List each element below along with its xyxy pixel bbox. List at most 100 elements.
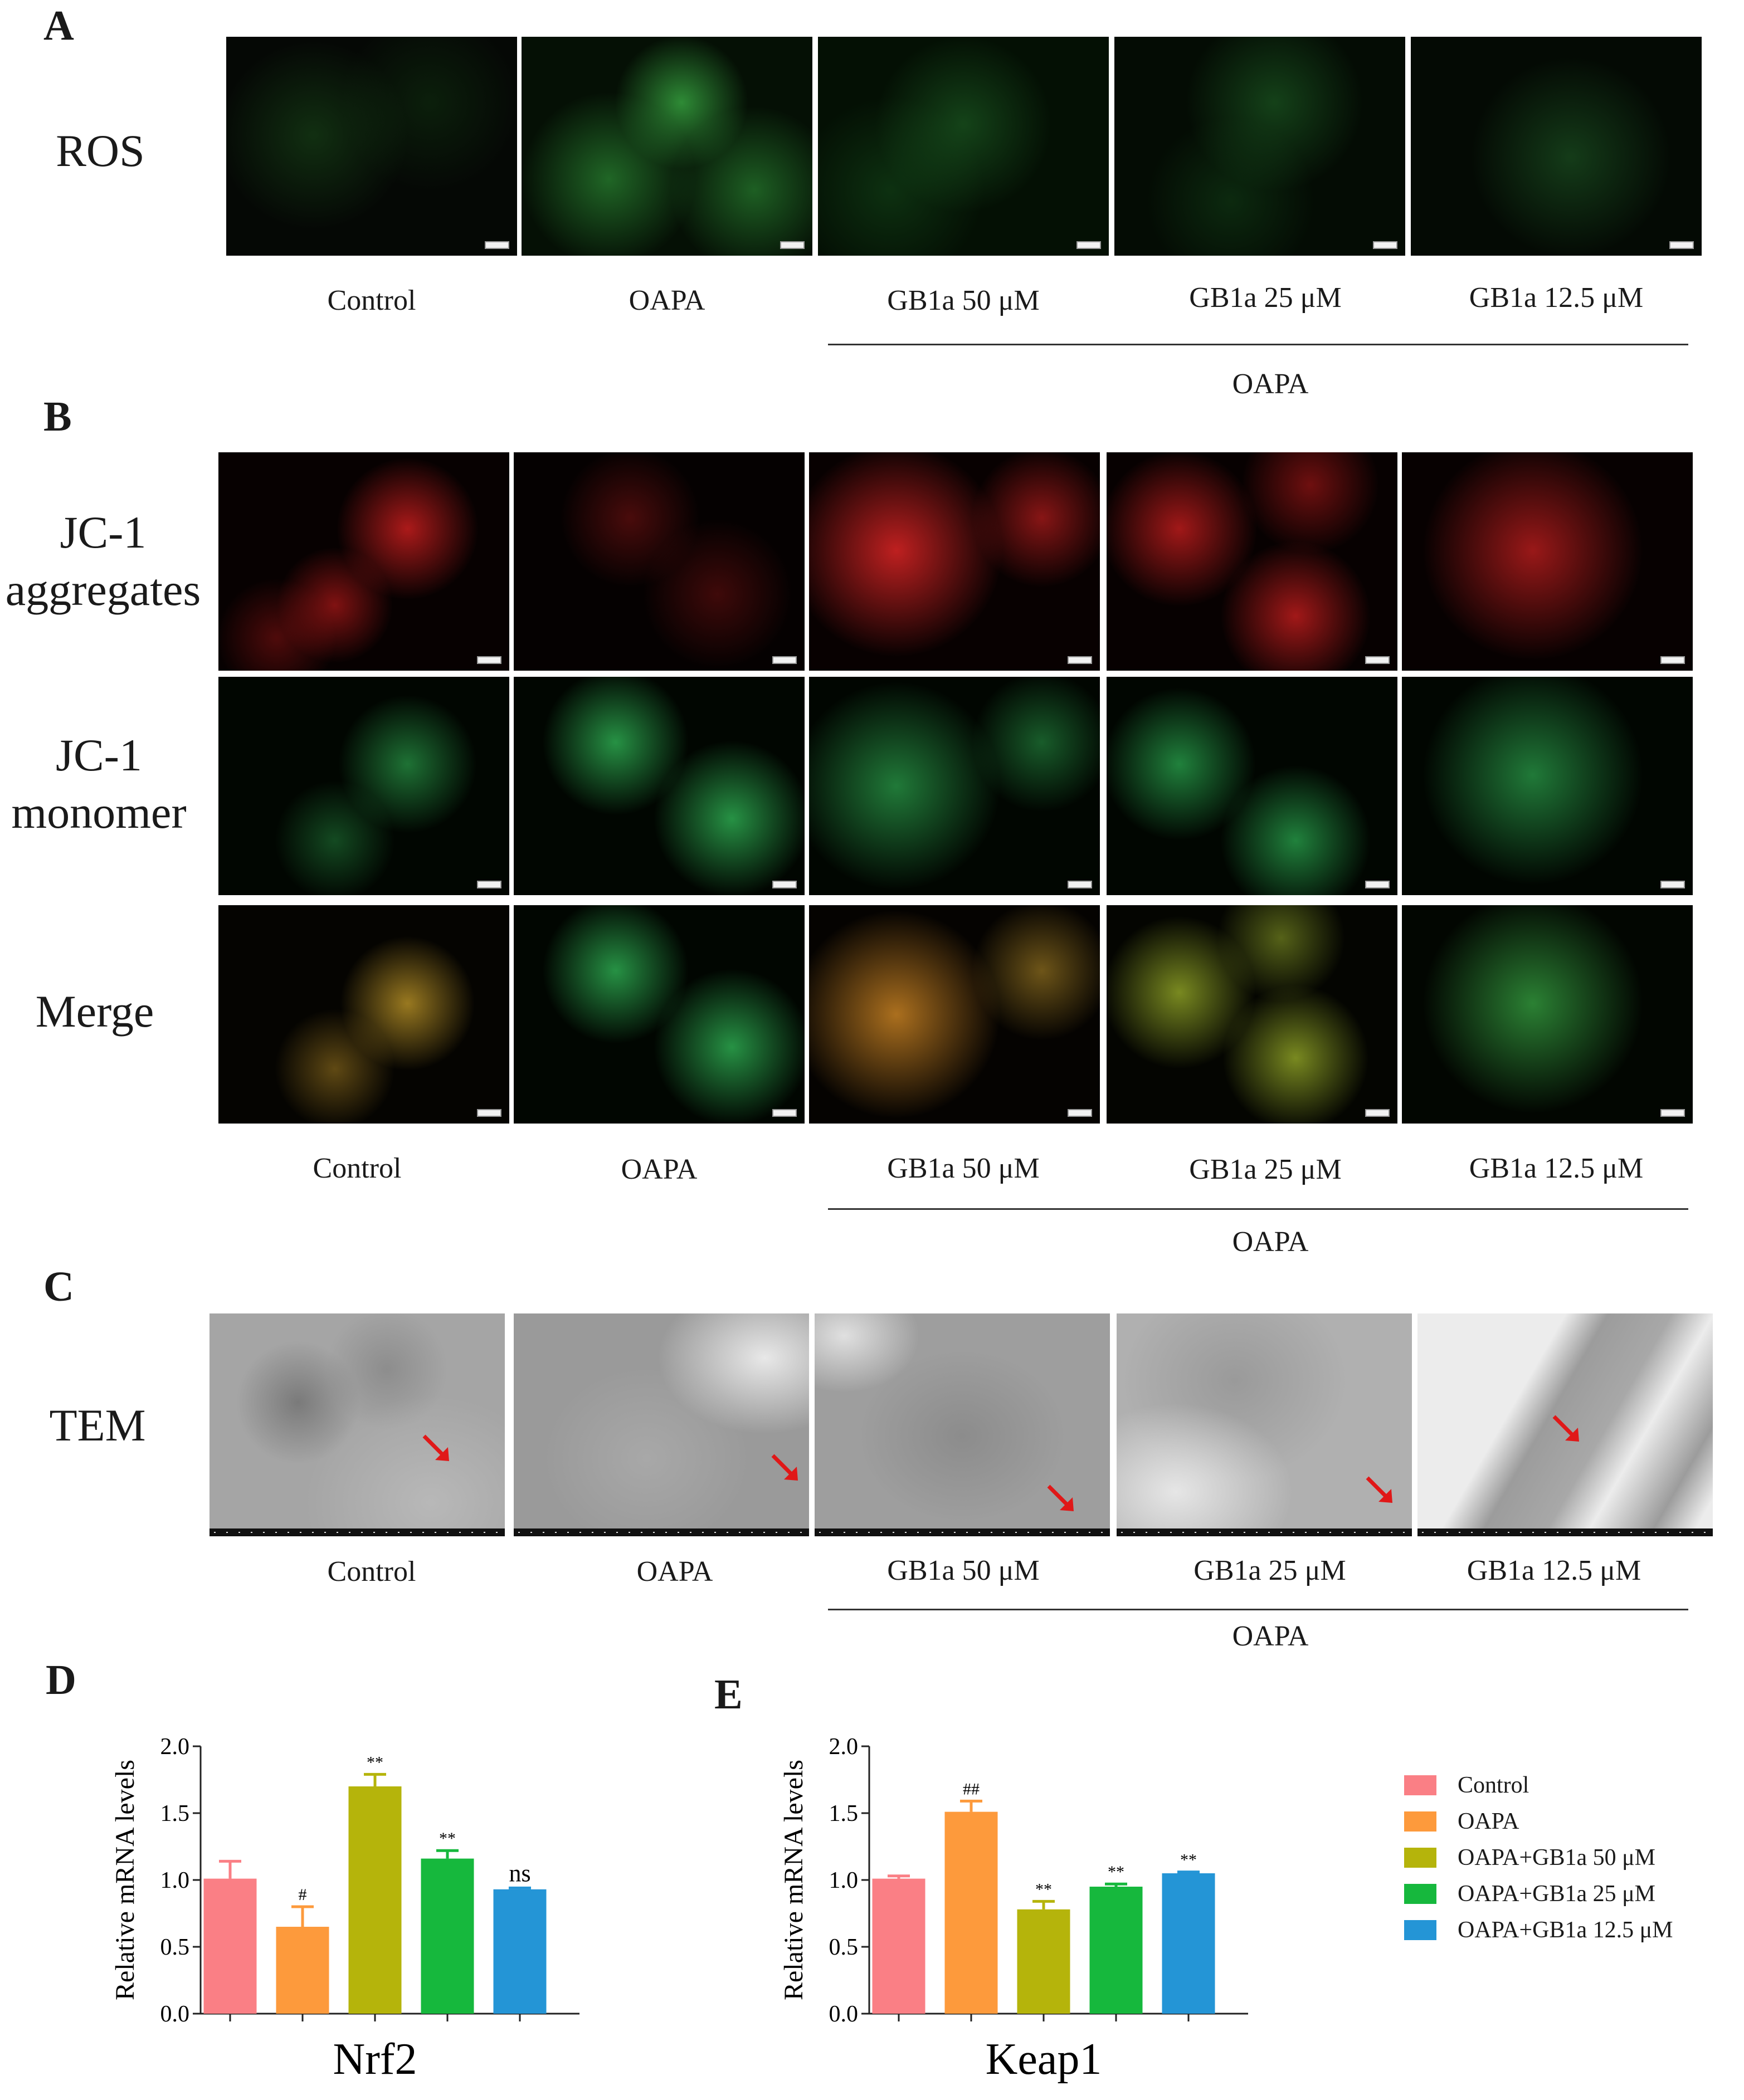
jc1-monomer-image-gb125 <box>1402 677 1693 895</box>
nrf2-ytick-label: 1.5 <box>160 1801 190 1826</box>
col-label-oapa: OAPA <box>629 285 705 316</box>
tem-image-oapa <box>514 1313 809 1536</box>
scale-bar <box>477 656 501 664</box>
ros-row-label: ROS <box>56 125 145 176</box>
merge-image-control <box>218 905 509 1124</box>
oapa-group-rule-c <box>828 1609 1688 1610</box>
keap1-ytick-label: 0.0 <box>829 2001 859 2027</box>
scale-bar <box>485 241 509 249</box>
panel-c-letter: C <box>43 1263 74 1310</box>
nrf2-ytick-label: 2.0 <box>160 1734 190 1760</box>
nrf2-bar-2 <box>348 1786 402 2014</box>
scale-bar <box>1660 881 1685 888</box>
nrf2-annotation-3: ** <box>439 1829 456 1848</box>
red-arrow-icon <box>1552 1415 1579 1442</box>
nrf2-bar-4 <box>493 1889 547 2014</box>
keap1-ylabel: Relative mRNA levels <box>779 1760 808 2000</box>
legend-label-gb25: OAPA+GB1a 25 μM <box>1458 1881 1656 1907</box>
keap1-annotation-1: ## <box>963 1780 980 1798</box>
col-label-gb125-c: GB1a 12.5 μM <box>1467 1555 1641 1586</box>
merge-image-gb25 <box>1107 905 1397 1124</box>
ros-image-gb50 <box>818 37 1109 256</box>
scale-bar <box>772 881 797 888</box>
panel-e-letter: E <box>714 1671 743 1718</box>
scale-bar <box>1669 241 1694 249</box>
keap1-annotation-4: ** <box>1180 1851 1197 1869</box>
scale-bar <box>772 1109 797 1117</box>
legend-swatch-control <box>1404 1775 1436 1795</box>
tem-image-gb125 <box>1417 1313 1713 1536</box>
legend-swatch-gb25 <box>1404 1883 1436 1904</box>
scale-bar <box>1660 1109 1685 1117</box>
legend-item-oapa: OAPA <box>1404 1803 1673 1839</box>
oapa-group-rule <box>828 344 1688 345</box>
ros-image-control <box>226 37 517 256</box>
merge-row-label: Merge <box>35 986 154 1037</box>
merge-image-oapa <box>514 905 805 1124</box>
legend-item-gb50: OAPA+GB1a 50 μM <box>1404 1839 1673 1876</box>
scale-bar <box>1076 241 1101 249</box>
scale-bar <box>1660 656 1685 664</box>
keap1-ytick-label: 1.5 <box>829 1801 859 1826</box>
col-label-gb125: GB1a 12.5 μM <box>1469 282 1644 314</box>
tem-scale-bar <box>815 1528 1110 1536</box>
col-label-gb25: GB1a 25 μM <box>1189 282 1342 314</box>
red-arrow-icon <box>771 1454 798 1481</box>
nrf2-annotation-4: ns <box>509 1859 530 1887</box>
col-label-oapa-c: OAPA <box>636 1556 713 1588</box>
legend-label-gb125: OAPA+GB1a 12.5 μM <box>1458 1917 1673 1943</box>
merge-image-gb125 <box>1402 905 1693 1124</box>
ros-image-gb125 <box>1411 37 1702 256</box>
tem-scale-bar <box>1117 1528 1412 1536</box>
scale-bar <box>1365 881 1390 888</box>
jc1-aggregates-image-gb25 <box>1107 452 1397 671</box>
legend-item-gb25: OAPA+GB1a 25 μM <box>1404 1876 1673 1912</box>
nrf2-ytick-label: 0.0 <box>160 2001 190 2027</box>
tem-image-control <box>210 1313 505 1536</box>
keap1-ytick-label: 2.0 <box>829 1734 859 1760</box>
nrf2-ylabel: Relative mRNA levels <box>110 1760 140 2000</box>
scale-bar <box>780 241 805 249</box>
jc1-monomer-image-control <box>218 677 509 895</box>
keap1-annotation-2: ** <box>1035 1880 1052 1898</box>
col-label-control: Control <box>327 285 416 316</box>
tem-image-gb25 <box>1117 1313 1412 1536</box>
legend-swatch-gb50 <box>1404 1847 1436 1868</box>
nrf2-xlabel: Nrf2 <box>333 2035 417 2084</box>
jc1-monomer-image-gb25 <box>1107 677 1397 895</box>
tem-scale-bar <box>514 1528 809 1536</box>
keap1-annotation-3: ** <box>1108 1863 1124 1881</box>
keap1-xlabel: Keap1 <box>986 2035 1102 2084</box>
nrf2-annotation-2: ** <box>367 1753 383 1771</box>
tem-scale-bar <box>1417 1528 1713 1536</box>
scale-bar <box>1365 656 1390 664</box>
oapa-group-label-b: OAPA <box>1232 1226 1309 1258</box>
keap1-bar-chart: Relative mRNA levels 0.0 0.5 1.0 1.5 2.0 ## ** *… <box>779 1734 1248 2084</box>
legend-label-control: Control <box>1458 1772 1529 1798</box>
col-label-gb50: GB1a 50 μM <box>887 285 1040 316</box>
col-label-gb125-b: GB1a 12.5 μM <box>1469 1152 1644 1184</box>
keap1-bar-1 <box>944 1811 998 2014</box>
red-arrow-icon <box>1366 1476 1392 1503</box>
legend-item-gb125: OAPA+GB1a 12.5 μM <box>1404 1912 1673 1948</box>
merge-image-gb50 <box>809 905 1100 1124</box>
ros-image-oapa <box>522 37 812 256</box>
legend-label-oapa: OAPA <box>1458 1808 1519 1834</box>
jc1-aggregates-image-gb125 <box>1402 452 1693 671</box>
scale-bar <box>477 1109 501 1117</box>
col-label-gb25-b: GB1a 25 μM <box>1189 1154 1342 1185</box>
oapa-group-rule-b <box>828 1208 1688 1210</box>
panel-a-letter: A <box>43 2 74 49</box>
scale-bar <box>1068 881 1092 888</box>
keap1-bar-4 <box>1162 1873 1215 2014</box>
jc1-aggregates-row-label: JC-1 aggregates <box>5 507 201 615</box>
col-label-gb50-c: GB1a 50 μM <box>887 1555 1040 1586</box>
nrf2-ytick-label: 0.5 <box>160 1935 190 1960</box>
col-label-gb50-b: GB1a 50 μM <box>887 1152 1040 1184</box>
tem-image-gb50 <box>815 1313 1110 1536</box>
keap1-bar-3 <box>1089 1887 1143 2014</box>
scale-bar <box>1365 1109 1390 1117</box>
col-label-control-c: Control <box>327 1556 416 1588</box>
nrf2-bar-1 <box>276 1927 329 2014</box>
tem-row-label: TEM <box>49 1400 146 1451</box>
